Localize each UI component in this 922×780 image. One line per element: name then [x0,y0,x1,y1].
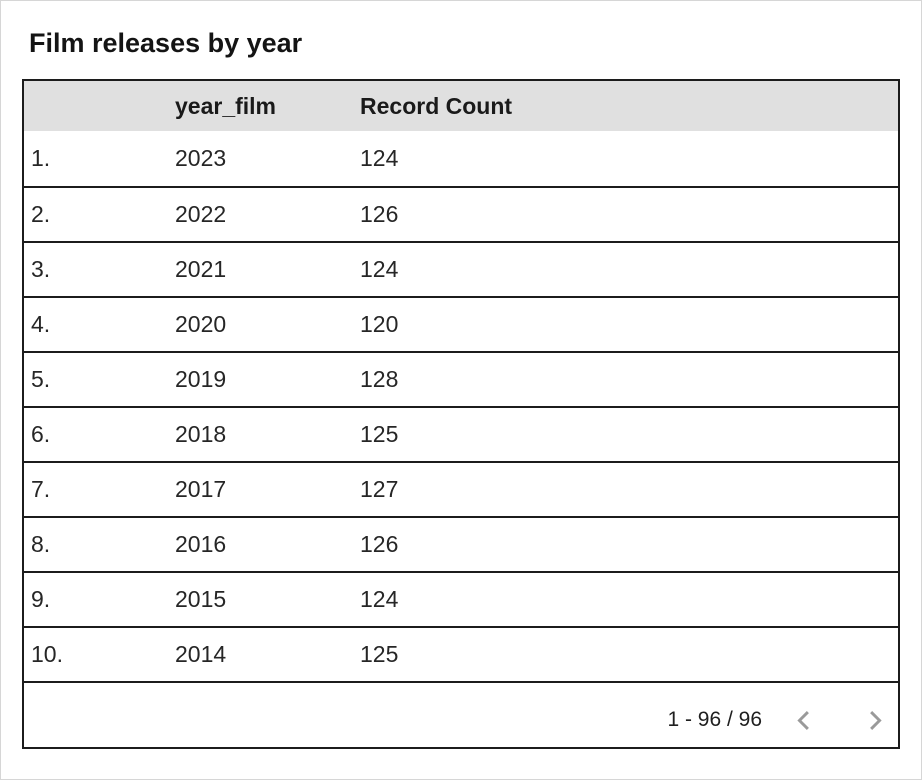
cell-year-film: 2022 [175,201,227,227]
pagination-bar: 1 - 96 / 96 [24,681,898,747]
cell-record-count: 124 [360,586,399,612]
row-number: 7. [31,476,51,502]
table-row[interactable]: 5. 2019 128 [24,351,898,406]
cell-record-count: 120 [360,311,399,337]
cell-year-film: 2023 [175,145,227,171]
cell-year-film: 2020 [175,311,227,337]
cell-record-count: 127 [360,476,399,502]
cell-year-film: 2014 [175,641,227,667]
pagination-range: 1 - 96 / 96 [667,708,762,731]
cell-record-count: 125 [360,641,399,667]
row-number: 6. [31,421,51,447]
table-row[interactable]: 7. 2017 127 [24,461,898,516]
row-number: 1. [31,145,51,171]
row-number: 3. [31,256,51,282]
chevron-right-icon [861,707,888,734]
chart-title: Film releases by year [29,28,303,58]
table-row[interactable]: 2. 2022 126 [24,186,898,241]
row-number: 2. [31,201,51,227]
row-number: 10. [31,641,63,667]
cell-record-count: 126 [360,531,399,557]
header-record-count[interactable]: Record Count [360,92,513,119]
cell-record-count: 125 [360,421,399,447]
cell-record-count: 128 [360,366,399,392]
row-number: 4. [31,311,51,337]
cell-year-film: 2019 [175,366,227,392]
cell-year-film: 2015 [175,586,227,612]
cell-year-film: 2017 [175,476,227,502]
header-year-film[interactable]: year_film [175,92,277,119]
row-number: 9. [31,586,51,612]
cell-year-film: 2018 [175,421,227,447]
table-row[interactable]: 8. 2016 126 [24,516,898,571]
cell-record-count: 124 [360,145,399,171]
row-number: 5. [31,366,51,392]
chevron-left-icon [791,707,818,734]
cell-year-film: 2021 [175,256,227,282]
table-row[interactable]: 6. 2018 125 [24,406,898,461]
table-row[interactable]: 9. 2015 124 [24,571,898,626]
row-number: 8. [31,531,51,557]
table-row[interactable]: 3. 2021 124 [24,241,898,296]
cell-record-count: 124 [360,256,399,282]
cell-year-film: 2016 [175,531,227,557]
table-row[interactable]: 1. 2023 124 [24,131,898,186]
pagination-next-button[interactable] [852,698,896,742]
table-header-row: year_film Record Count [24,81,898,131]
pagination-prev-button[interactable] [782,698,826,742]
data-table: year_film Record Count 1. 2023 124 2. 20… [22,79,900,749]
cell-record-count: 126 [360,201,399,227]
table-row[interactable]: 4. 2020 120 [24,296,898,351]
table-row[interactable]: 10. 2014 125 [24,626,898,681]
